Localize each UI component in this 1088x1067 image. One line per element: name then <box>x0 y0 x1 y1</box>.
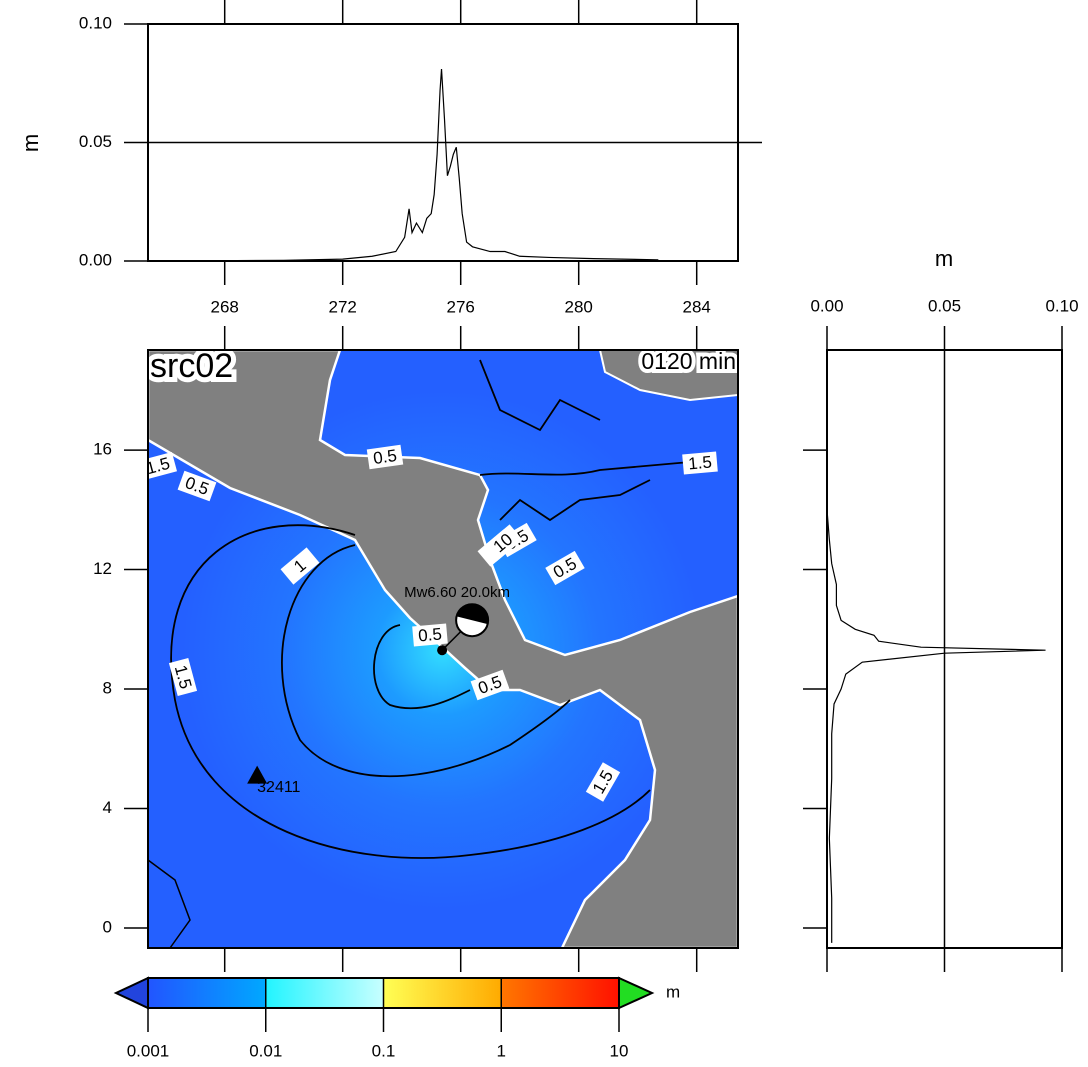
map: src02 0120 min 1.50.50.511.511.51.50.50.… <box>138 342 740 950</box>
x-tick-label: 268 <box>211 297 239 316</box>
colorbar-tick-label: 10 <box>610 1041 629 1060</box>
colorbar-tick-label: 0.1 <box>372 1041 396 1060</box>
contour <box>479 359 601 432</box>
label-box <box>483 524 523 562</box>
label-box <box>366 444 404 470</box>
time-label: 0120 min <box>641 348 736 374</box>
y-tick-label: 0.10 <box>79 13 112 32</box>
land <box>146 348 740 950</box>
x-tick-label: 0.00 <box>810 296 843 315</box>
beachball-quad <box>456 603 489 625</box>
side-xlabel: m <box>935 246 953 271</box>
x-tick-label: 284 <box>683 297 711 316</box>
colorbar-tick-label: 0.001 <box>127 1041 170 1060</box>
colorbar-segment <box>383 978 502 1008</box>
y-tick-label: 0.00 <box>79 250 112 269</box>
label-box <box>412 623 448 647</box>
x-tick-label: 0.05 <box>928 296 961 315</box>
x-tick-label: 276 <box>447 297 475 316</box>
label-box <box>470 669 510 701</box>
epicenter-dot <box>437 645 448 656</box>
x-tick-label: 0.10 <box>1045 296 1078 315</box>
top-ylabel: m <box>18 134 43 152</box>
contour-label: 0.5 <box>366 444 404 470</box>
y-tick-label: 0 <box>103 917 112 936</box>
contour-label-text: 0.5 <box>417 624 442 645</box>
colorbar-over <box>618 976 655 1010</box>
y-tick-label: 4 <box>103 798 112 817</box>
label-box <box>545 550 585 586</box>
x-tick-label: 272 <box>329 297 357 316</box>
x-tick-label: 280 <box>565 297 593 316</box>
contour-label-text: 1.5 <box>687 452 712 473</box>
colorbar-segment <box>265 978 384 1008</box>
profile-line <box>826 509 1046 943</box>
y-tick-label: 16 <box>93 440 112 459</box>
y-tick-label: 8 <box>103 679 112 698</box>
station-marker <box>247 765 268 784</box>
contour-label: 1.5 <box>168 657 198 697</box>
contours <box>170 359 691 859</box>
label-box <box>177 470 217 502</box>
contour <box>479 461 691 476</box>
map-frame <box>147 349 739 949</box>
contour <box>170 524 651 859</box>
colorbar-segment <box>148 978 266 1008</box>
contour-label: 1.5 <box>682 451 718 475</box>
label-box <box>585 762 621 802</box>
y-tick-label: 0.05 <box>79 132 112 151</box>
contour-label: 1 <box>280 547 320 585</box>
contour-label-text: 0.5 <box>372 446 398 468</box>
contour <box>373 624 471 710</box>
colorbar-unit: m <box>666 982 680 1001</box>
profile-line <box>180 68 659 262</box>
epicenter: Mw6.60 20.0km <box>404 584 510 656</box>
colorbar-under <box>113 976 149 1010</box>
colorbar-tick-label: 1 <box>497 1041 506 1060</box>
station: 32411 <box>247 765 301 796</box>
colorbar-tick-label: 0.01 <box>249 1041 282 1060</box>
contour <box>281 544 571 778</box>
label-box <box>280 547 320 585</box>
epicenter-label: Mw6.60 20.0km <box>404 584 510 601</box>
label-box <box>682 451 718 475</box>
y-tick-label: 12 <box>93 559 112 578</box>
label-box <box>168 657 198 697</box>
colorbar-segment <box>501 978 619 1008</box>
contour <box>499 479 651 522</box>
contour-label: 0.5 <box>412 623 448 647</box>
station-label: 32411 <box>257 779 300 796</box>
map-title: src02 <box>150 347 233 385</box>
